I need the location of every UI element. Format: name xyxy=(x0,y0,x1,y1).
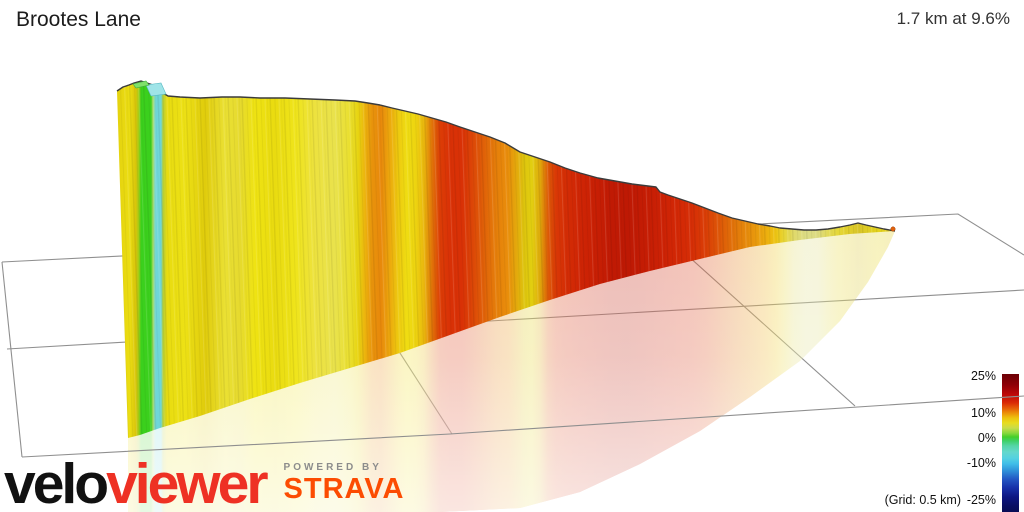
strava-wordmark: STRAVA xyxy=(283,473,405,505)
legend-color-bar xyxy=(1002,374,1019,512)
legend-tick-label: -10% xyxy=(967,456,996,470)
legend-tick-label: 0% xyxy=(978,431,996,445)
route-end-marker xyxy=(890,226,896,232)
veloviewer-logo-velo: velo xyxy=(4,451,109,512)
legend-grid-note: (Grid: 0.5 km) xyxy=(885,493,961,507)
powered-by-label: POWERED BY xyxy=(283,462,382,473)
segment-top-face xyxy=(145,82,167,97)
gradient-shadow xyxy=(128,231,895,512)
veloviewer-logo-viewer: viewer xyxy=(106,451,268,512)
branding-bar: veloviewer POWERED BY STRAVA xyxy=(4,455,405,512)
gradient-legend: 25% 10% 0% -10% -25% (Grid: 0.5 km) xyxy=(885,369,1019,512)
legend-tick-label: 25% xyxy=(971,369,996,383)
elevation-wall xyxy=(116,80,896,438)
legend-tick-label: -25% xyxy=(967,493,996,507)
page-title: Brootes Lane xyxy=(16,8,141,31)
legend-tick-label: 10% xyxy=(971,406,996,420)
segment-top-face xyxy=(132,80,150,89)
ground-grid-front-edge xyxy=(21,395,1024,458)
climb-stats: 1.7 km at 9.6% xyxy=(896,9,1010,28)
veloviewer-logo[interactable]: veloviewer xyxy=(4,455,269,512)
strava-logo[interactable]: POWERED BY STRAVA xyxy=(284,462,405,504)
